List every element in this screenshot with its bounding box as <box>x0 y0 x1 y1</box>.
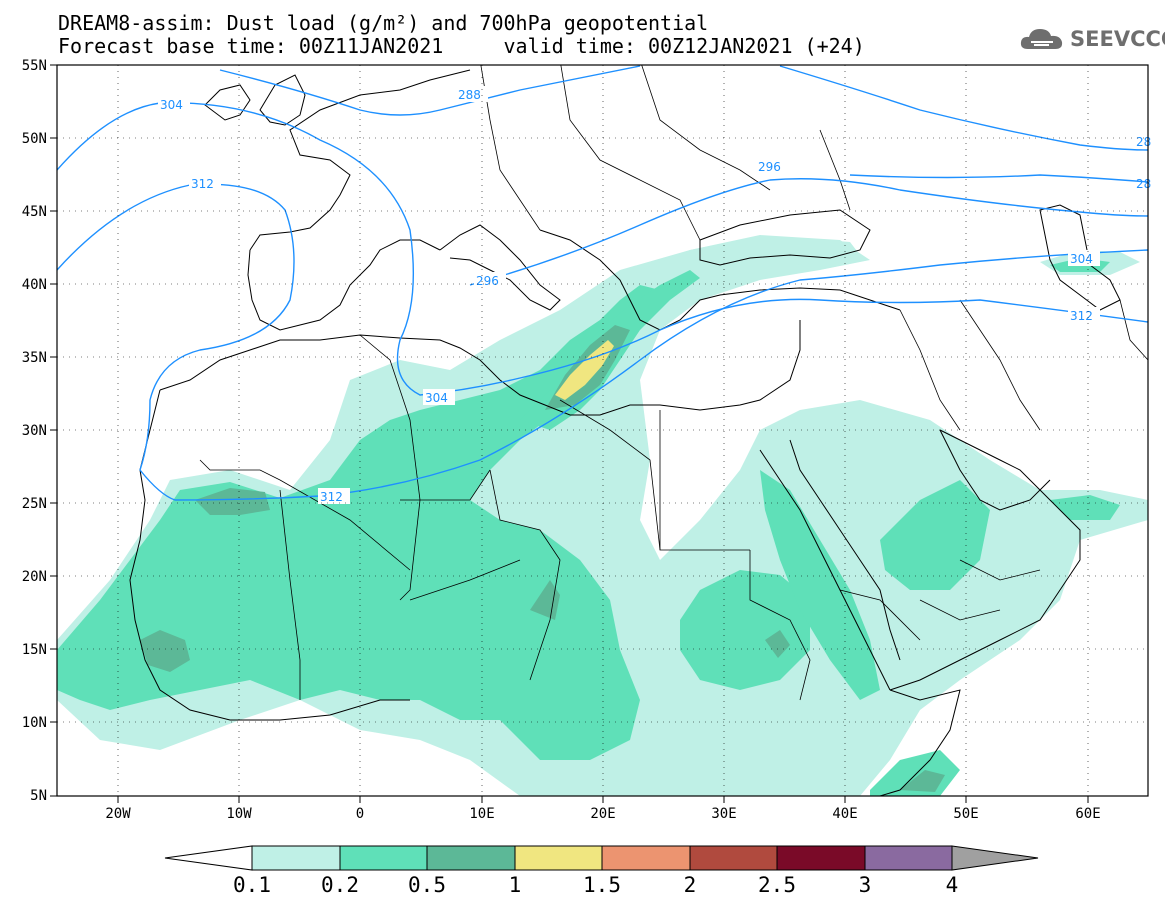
colorbar-label-2: 2 <box>684 873 697 897</box>
contour-label-296-west: 296 <box>476 274 499 288</box>
longitude-labels: 20W 10W 0 10E 20E 30E 40E 50E 60E <box>105 806 1100 822</box>
dust-area-mid-arabia <box>880 480 990 590</box>
lon-label-20w: 20W <box>105 806 131 822</box>
lat-label-30n: 30N <box>22 423 47 439</box>
country-borders <box>199 65 1148 701</box>
lat-label-15n: 15N <box>22 642 47 658</box>
dust-shading <box>57 235 1148 796</box>
lon-label-30e: 30E <box>711 806 736 822</box>
colorbar-label-0.2: 0.2 <box>321 873 359 897</box>
colorbar-label-3: 3 <box>859 873 872 897</box>
cloud-icon <box>1020 29 1063 49</box>
contour-label-304-east: 304 <box>1070 252 1093 266</box>
lat-label-10n: 10N <box>22 715 47 731</box>
colorbar-swatch-1 <box>339 845 428 871</box>
dust-area-dark-chad <box>530 580 560 620</box>
colorbar-labels: 0.1 0.2 0.5 1 1.5 2 2.5 3 4 <box>233 873 958 897</box>
coastlines <box>129 69 1121 796</box>
colorbar-over-arrow <box>951 845 1039 871</box>
lat-label-55n: 55N <box>22 58 47 74</box>
colorbar-swatch-2 <box>426 845 516 871</box>
lat-label-45n: 45N <box>22 204 47 220</box>
dust-area-mid-sudan <box>680 570 810 690</box>
colorbar-label-4: 4 <box>946 873 959 897</box>
lon-label-10e: 10E <box>469 806 494 822</box>
lat-label-5n: 5N <box>30 788 47 804</box>
dust-area-mid-iraq <box>1050 495 1120 520</box>
latitude-labels: 55N 50N 45N 40N 35N 30N 25N 20N 15N 10N … <box>22 58 47 804</box>
colorbar-swatch-7 <box>864 845 953 871</box>
lon-label-10w: 10W <box>226 806 252 822</box>
colorbar-label-0.5: 0.5 <box>408 873 446 897</box>
colorbar-swatch-4 <box>601 845 691 871</box>
contour-label-304-north: 304 <box>160 98 183 112</box>
seevccc-logo: SEEVCCC <box>1018 25 1165 53</box>
lat-label-50n: 50N <box>22 131 47 147</box>
colorbar-swatch-0 <box>251 845 341 871</box>
lat-label-20n: 20N <box>22 569 47 585</box>
colorbar-label-1.5: 1.5 <box>583 873 621 897</box>
dust-area-mid-redsea <box>760 470 880 700</box>
lat-label-40n: 40N <box>22 277 47 293</box>
lon-label-20e: 20E <box>590 806 615 822</box>
lon-label-40e: 40E <box>832 806 857 822</box>
dust-area-dark-senegal <box>140 630 190 672</box>
dust-area-dark-mauritania <box>195 488 270 515</box>
dust-plume-light <box>560 238 860 410</box>
colorbar-label-1: 1 <box>509 873 522 897</box>
colorbar-swatch-5 <box>689 845 778 871</box>
tick-marks <box>50 64 1089 803</box>
colorbar-label-2.5: 2.5 <box>758 873 796 897</box>
lat-label-35n: 35N <box>22 350 47 366</box>
colorbar-under-arrow <box>164 845 253 871</box>
dust-area-dark-somalia <box>900 770 945 792</box>
contour-label-296-east: 296 <box>758 160 781 174</box>
logo-text: SEEVCCC <box>1070 27 1165 51</box>
colorbar-swatch-3 <box>514 845 603 871</box>
contour-label-312-east: 312 <box>1070 309 1093 323</box>
contour-label-312-atlantic: 312 <box>191 177 214 191</box>
lon-label-0: 0 <box>356 806 364 822</box>
contour-label-28-mid: 28 <box>1136 177 1151 191</box>
map-title: DREAM8-assim: Dust load (g/m²) and 700hP… <box>58 11 709 35</box>
map-subtitle: Forecast base time: 00Z11JAN2021 valid t… <box>58 34 865 58</box>
dust-area-dark-sudan <box>765 630 790 658</box>
contour-label-28-top: 28 <box>1136 135 1151 149</box>
contour-label-304-africa: 304 <box>425 391 448 405</box>
contour-label-288: 288 <box>458 88 481 102</box>
contour-label-312-sahara: 312 <box>320 490 343 504</box>
lat-label-25n: 25N <box>22 496 47 512</box>
colorbar <box>164 845 1039 871</box>
lon-label-60e: 60E <box>1075 806 1100 822</box>
colorbar-label-0.1: 0.1 <box>233 873 271 897</box>
dust-area-mid-west <box>57 285 660 760</box>
colorbar-swatch-6 <box>776 845 866 871</box>
lon-label-50e: 50E <box>953 806 978 822</box>
contour-labels: 288 296 296 304 304 304 312 312 312 28 2… <box>158 86 1151 504</box>
